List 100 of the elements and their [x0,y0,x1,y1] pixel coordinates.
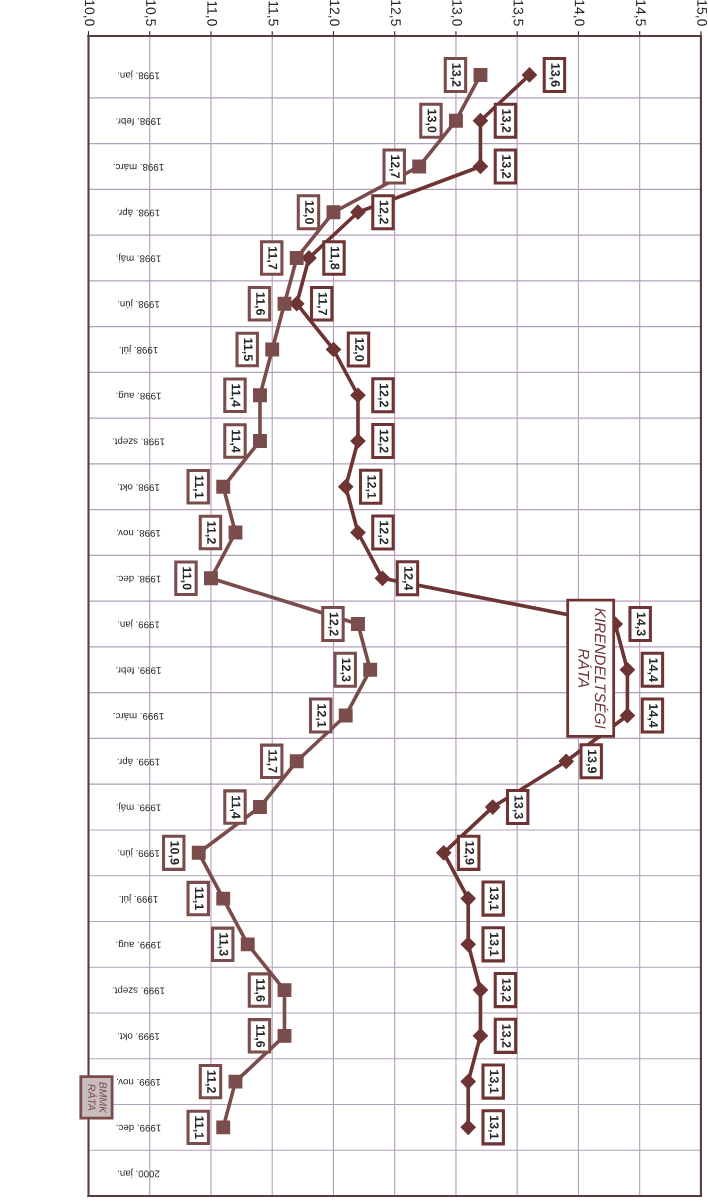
data-label: 11,6 [254,1024,265,1048]
y-tick-label: 1998. febr. [116,118,161,126]
point [325,341,342,358]
point [326,205,341,220]
data-label: 13,2 [500,1024,511,1048]
data-label: 12,1 [315,704,327,728]
y-tick-label: 1999. jan. [118,619,160,629]
data-label: 12,4 [402,566,413,591]
y-tick-label: 1999. júl. [119,893,158,904]
data-label: 11,1 [193,1116,204,1139]
data-label: 13,1 [488,1115,499,1140]
point [253,434,267,448]
data-label: 13,6 [549,63,560,87]
point [350,387,366,403]
y-tick-label: 2000. jan. [118,1168,160,1178]
point [351,617,365,631]
point [472,982,489,998]
y-tick-label: 1999. nov. [117,1078,161,1086]
y-tick-label: 1998. máj. [116,253,161,263]
x-tick-label: 10,0 [83,0,95,26]
point [619,707,635,724]
data-label: 11,3 [217,933,229,956]
data-label: 11,2 [205,1070,216,1093]
y-tick-label: 1998. nov. [117,529,161,537]
point [363,662,378,677]
point [485,799,501,815]
point [338,479,354,495]
data-label: 12,2 [377,521,389,545]
point [350,204,366,220]
point [253,388,267,403]
y-tick-label: 1998. júl. [119,344,158,355]
data-label: 12,2 [377,383,389,407]
point [216,1120,231,1135]
point [289,251,304,265]
data-label: 11,8 [328,246,340,270]
y-tick-label: 1999. aug. [116,939,161,949]
point [216,479,231,494]
data-label: 13,1 [488,932,499,957]
point [412,159,427,174]
data-label: 11,1 [193,475,204,499]
point [350,524,366,541]
data-label: 14,4 [647,704,658,728]
data-label: 12,2 [377,429,389,453]
x-tick-label: 10,5 [144,0,156,26]
data-label: 13,2 [500,978,511,1002]
x-tick-label: 13,0 [450,0,463,26]
point [558,753,574,769]
data-label: 11,1 [193,887,204,911]
data-label: 10,9 [168,841,180,865]
y-tick-label: 1998. szept. [112,436,165,446]
y-tick-label: 1998. jún. [118,299,160,309]
legend-label: KIRENDELTSÉGI RÁTA [578,608,609,729]
point [289,296,305,312]
data-label: 13,2 [500,155,511,179]
point [338,708,353,723]
point [277,1028,292,1043]
data-label: 12,0 [353,338,364,362]
data-label: 13,1 [488,1070,499,1094]
point [228,1074,243,1089]
x-tick-label: 12,0 [328,0,340,26]
point [472,158,489,175]
data-label: 12,3 [340,658,351,682]
x-tick-label: 14,0 [573,0,585,26]
data-label: 11,4 [229,796,241,819]
data-label: 11,2 [205,521,216,544]
data-label: 11,6 [254,292,265,316]
data-label: 12,7 [389,155,400,179]
point [265,342,280,357]
point [216,891,231,906]
point [253,800,267,815]
data-label: 12,2 [327,612,339,636]
data-label: 12,0 [303,200,314,224]
y-tick-label: 1998. ápr. [117,207,160,217]
data-label: 11,4 [229,429,241,453]
point [460,891,476,907]
y-tick-label: 1998. okt. [118,484,160,492]
point [350,433,366,449]
point [473,68,488,82]
point [204,571,218,586]
y-tick-label: 1998. aug. [116,390,161,400]
y-tick-label: 1999. ápr. [117,756,160,766]
data-label: 13,9 [586,749,597,773]
point [472,113,489,129]
point [191,845,206,860]
point [436,845,452,861]
y-tick-label: 1998. dec. [116,575,161,583]
point [240,937,255,952]
point [289,754,304,769]
data-label: 14,4 [647,658,658,682]
y-tick-label: 1999. máj. [116,802,161,812]
data-label: 11,7 [316,292,328,316]
data-label: 11,0 [180,567,192,590]
y-tick-label: 1998. jan. [118,70,160,80]
data-label: 11,6 [254,979,265,1002]
point [619,662,635,678]
point [449,113,463,128]
x-tick-label: 13,5 [511,0,524,26]
y-tick-label: 1999. márc. [113,712,164,721]
y-tick-label: 1999. okt. [118,1033,160,1041]
data-label: 11,4 [229,384,241,407]
